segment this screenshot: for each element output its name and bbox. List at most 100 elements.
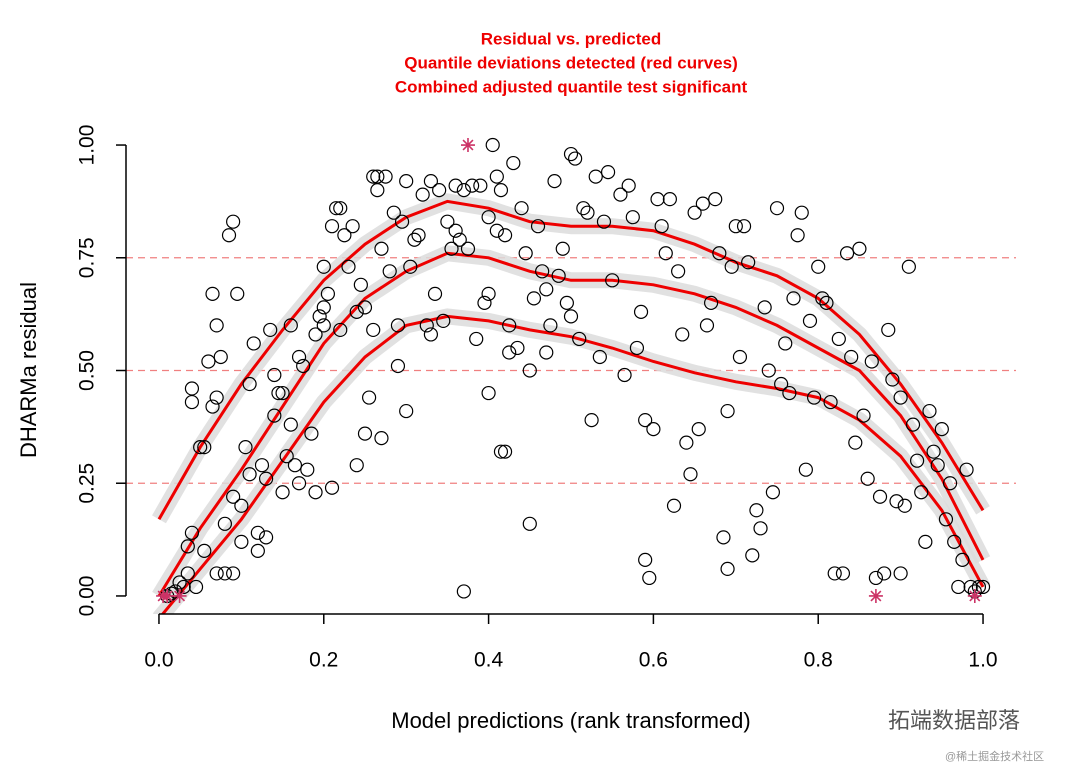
point [337,228,352,243]
point [250,525,265,540]
point [518,246,533,261]
point [176,579,191,595]
point [563,146,579,162]
point [778,336,793,351]
point [444,241,459,256]
point [221,228,237,243]
point [180,566,195,581]
point [184,525,200,540]
point [399,403,414,419]
point [452,232,467,247]
point [209,390,224,405]
point [399,174,414,189]
point [819,295,834,310]
point [279,449,294,464]
point [320,286,335,301]
point [226,489,241,504]
point [242,376,257,392]
point [217,566,232,581]
point [275,385,290,401]
point [753,521,768,536]
point [745,548,760,563]
point [502,318,517,333]
point [374,431,389,446]
point [596,214,612,229]
point [238,440,253,455]
point [481,385,496,401]
point [349,304,364,319]
point [568,151,583,166]
point [493,444,509,459]
point [757,300,772,315]
point [827,566,842,581]
point [802,313,818,328]
point [481,286,496,301]
point [493,183,509,198]
point [502,345,517,360]
point [456,183,471,198]
point [782,385,797,401]
point [613,187,628,202]
point [703,295,719,310]
point [555,241,570,256]
chart-title: Residual vs. predicted [481,29,661,48]
point [258,530,274,545]
point [415,187,430,202]
point [716,530,731,545]
point [250,543,265,558]
point [448,223,463,238]
point [576,201,591,216]
point [465,178,480,193]
point [563,309,579,324]
point [905,417,921,432]
point [712,246,727,261]
point [423,174,439,189]
point [539,345,554,360]
point [357,300,373,315]
y-tick-label: 0.75 [76,237,99,278]
point [188,579,204,595]
point [329,201,344,216]
point [258,471,274,486]
point [271,385,286,401]
point [629,340,645,356]
point [551,268,566,283]
point [489,169,504,184]
point [687,205,702,220]
point [374,241,389,256]
point [823,394,838,410]
point [184,381,200,396]
point [386,205,401,220]
x-tick-label: 0.4 [474,649,504,672]
point [893,390,908,405]
point [765,485,780,500]
point [864,354,879,369]
chart-subtitle: Quantile deviations detected (red curves… [404,53,737,72]
point [934,422,949,437]
point [975,579,991,595]
point [378,169,393,184]
point [506,155,521,171]
point [172,575,187,590]
point [296,358,311,374]
outlier [868,588,883,603]
point [724,259,739,274]
point [691,422,706,437]
point [497,444,513,459]
point [382,264,397,279]
point [844,349,859,365]
point [671,264,686,279]
point [769,201,785,216]
point [283,417,298,432]
point [275,485,290,500]
point [394,214,410,229]
point [786,291,801,306]
point [291,476,307,491]
x-tick-label: 0.0 [144,649,173,672]
point [522,516,537,531]
quantile-curve [157,251,985,597]
point [761,363,776,378]
point [654,219,669,234]
point [390,358,406,374]
point [885,372,900,387]
